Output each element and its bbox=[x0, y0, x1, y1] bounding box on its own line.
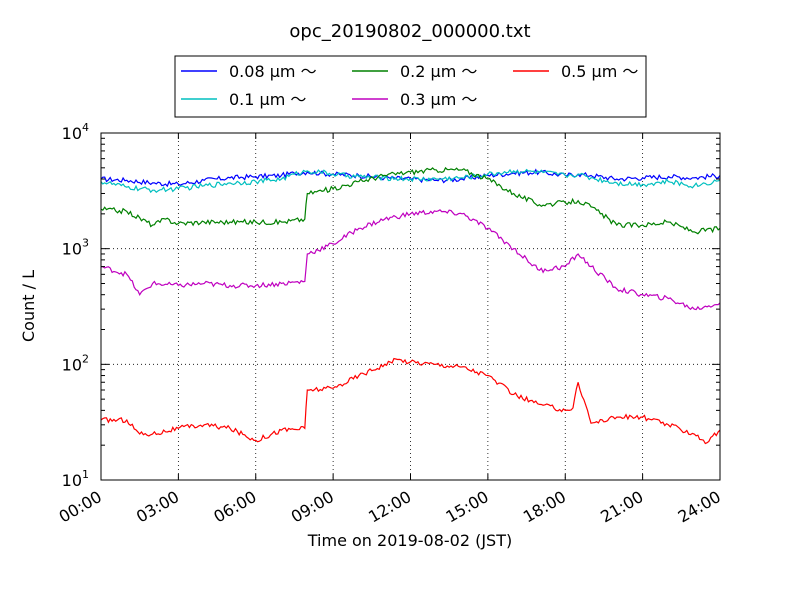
x-tick-label: 21:00 bbox=[597, 487, 646, 527]
x-tick-label: 06:00 bbox=[210, 487, 259, 527]
legend-label: 0.08 μm ～ bbox=[229, 62, 317, 81]
x-tick-label: 18:00 bbox=[520, 487, 569, 527]
legend-label: 0.3 μm ～ bbox=[400, 90, 477, 109]
y-tick-label: 101 bbox=[62, 468, 89, 490]
legend-label: 0.5 μm ～ bbox=[561, 62, 638, 81]
x-tick-label: 24:00 bbox=[675, 487, 724, 527]
series-line-2 bbox=[100, 168, 721, 194]
legend-label: 0.1 μm ～ bbox=[229, 90, 306, 109]
legend: 0.08 μm ～ 0.1 μm ～ 0.2 μm ～ 0.3 μm ～ 0.5 μm … bbox=[174, 55, 647, 118]
x-tick-label: 09:00 bbox=[288, 487, 337, 527]
x-tick-label: 15:00 bbox=[442, 487, 491, 527]
series-line-4 bbox=[100, 209, 721, 311]
series-group bbox=[100, 166, 721, 445]
x-axis-label: Time on 2019-08-02 (JST) bbox=[307, 531, 512, 550]
x-tick-label: 03:00 bbox=[133, 487, 182, 527]
series-line-5 bbox=[100, 357, 721, 445]
x-tick-label: 12:00 bbox=[365, 487, 414, 527]
y-tick-label: 104 bbox=[62, 121, 89, 143]
ticks: 00:00 03:00 06:00 09:00 12:00 15:00 18:00 21:00… bbox=[56, 121, 724, 527]
x-tick-label: 00:00 bbox=[56, 487, 105, 527]
y-axis-label: Count / L bbox=[19, 270, 38, 342]
legend-box bbox=[174, 55, 647, 118]
series-line-3 bbox=[100, 166, 721, 235]
legend-label: 0.2 μm ～ bbox=[400, 62, 477, 81]
y-tick-label: 102 bbox=[62, 352, 89, 374]
chart-title: opc_20190802_000000.txt bbox=[289, 21, 530, 42]
y-tick-label: 103 bbox=[62, 237, 89, 259]
